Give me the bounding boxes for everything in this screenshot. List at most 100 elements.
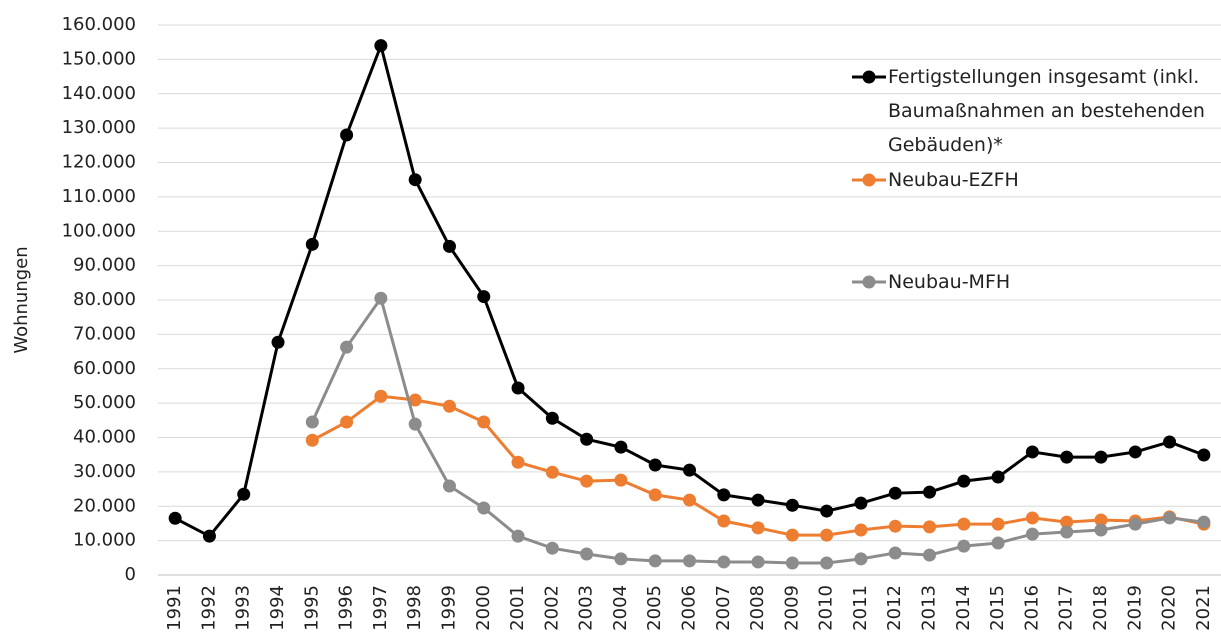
data-point — [648, 488, 662, 502]
data-point — [923, 548, 937, 562]
data-point — [991, 517, 1005, 531]
data-point — [511, 529, 525, 543]
y-tick-label: 30.000 — [73, 461, 136, 482]
data-point — [580, 547, 594, 561]
y-tick-label: 130.000 — [62, 117, 136, 138]
data-point — [545, 465, 559, 479]
data-point — [957, 539, 971, 553]
legend-marker — [862, 275, 876, 289]
data-point — [1060, 515, 1074, 529]
data-point — [545, 541, 559, 555]
data-point — [1025, 527, 1039, 541]
data-point — [820, 504, 834, 518]
data-point — [1163, 435, 1177, 449]
y-tick-label: 0 — [125, 564, 136, 585]
data-point — [957, 474, 971, 488]
data-point — [648, 458, 662, 472]
data-point — [305, 415, 319, 429]
data-point — [511, 381, 525, 395]
x-tick-label: 2016 — [1021, 585, 1042, 631]
y-tick-label: 110.000 — [62, 186, 136, 207]
data-point — [442, 479, 456, 493]
y-tick-label: 10.000 — [73, 530, 136, 551]
x-tick-label: 1996 — [336, 585, 357, 631]
data-point — [785, 528, 799, 542]
data-point — [923, 485, 937, 499]
data-point — [888, 546, 902, 560]
x-tick-label: 2011 — [850, 585, 871, 631]
data-point — [442, 239, 456, 253]
data-point — [785, 498, 799, 512]
x-tick-label: 2020 — [1159, 585, 1180, 631]
y-tick-label: 90.000 — [73, 255, 136, 276]
x-tick-label: 2006 — [679, 585, 700, 631]
legend-label: Neubau-MFH — [888, 271, 1011, 293]
data-point — [820, 556, 834, 570]
data-point — [614, 440, 628, 454]
x-tick-label: 1995 — [301, 585, 322, 631]
y-tick-label: 70.000 — [73, 323, 136, 344]
data-point — [854, 552, 868, 566]
data-point — [305, 237, 319, 251]
data-point — [511, 455, 525, 469]
x-tick-label: 2012 — [884, 585, 905, 631]
x-tick-label: 2015 — [987, 585, 1008, 631]
y-tick-label: 140.000 — [62, 83, 136, 104]
data-point — [854, 523, 868, 537]
data-point — [1094, 513, 1108, 527]
y-tick-label: 40.000 — [73, 427, 136, 448]
x-tick-label: 2004 — [610, 585, 631, 631]
data-point — [957, 517, 971, 531]
data-point — [374, 291, 388, 305]
data-point — [751, 555, 765, 569]
y-tick-label: 80.000 — [73, 289, 136, 310]
data-point — [854, 496, 868, 510]
data-point — [888, 519, 902, 533]
data-point — [785, 556, 799, 570]
x-tick-label: 2003 — [576, 585, 597, 631]
y-tick-label: 150.000 — [62, 48, 136, 69]
data-point — [580, 474, 594, 488]
data-point — [751, 493, 765, 507]
y-tick-label: 60.000 — [73, 358, 136, 379]
x-tick-label: 2002 — [541, 585, 562, 631]
x-tick-label: 2007 — [713, 585, 734, 631]
x-tick-label: 2019 — [1124, 585, 1145, 631]
x-tick-label: 1992 — [198, 585, 219, 631]
data-point — [408, 417, 422, 431]
data-point — [683, 554, 696, 568]
x-tick-label: 1994 — [267, 585, 288, 631]
data-point — [1128, 445, 1142, 459]
x-tick-label: 2013 — [919, 585, 940, 631]
data-point — [614, 473, 628, 487]
data-point — [1060, 450, 1074, 464]
data-point — [683, 493, 696, 507]
x-tick-label: 2018 — [1090, 585, 1111, 631]
x-tick-label: 2008 — [747, 585, 768, 631]
x-tick-label: 1998 — [404, 585, 425, 631]
data-point — [717, 555, 731, 569]
legend-label: Fertigstellungen insgesamt (inkl. Baumaß… — [888, 66, 1205, 156]
data-point — [717, 514, 731, 528]
data-point — [477, 415, 491, 429]
x-tick-label: 1991 — [164, 585, 185, 631]
data-point — [374, 39, 388, 53]
x-tick-label: 1997 — [370, 585, 391, 631]
data-point — [1025, 445, 1039, 459]
legend-marker — [862, 70, 876, 84]
y-axis-title: Wohnungen — [11, 246, 32, 353]
data-point — [991, 470, 1005, 484]
data-point — [237, 487, 251, 501]
data-point — [477, 501, 491, 515]
legend-marker — [862, 173, 876, 187]
x-tick-label: 1999 — [438, 585, 459, 631]
data-point — [374, 389, 388, 403]
legend-label: Neubau-EZFH — [888, 169, 1019, 191]
data-point — [1197, 515, 1211, 529]
data-point — [717, 488, 731, 502]
series-line — [311, 394, 1205, 537]
data-point — [580, 432, 594, 446]
x-tick-label: 2009 — [781, 585, 802, 631]
